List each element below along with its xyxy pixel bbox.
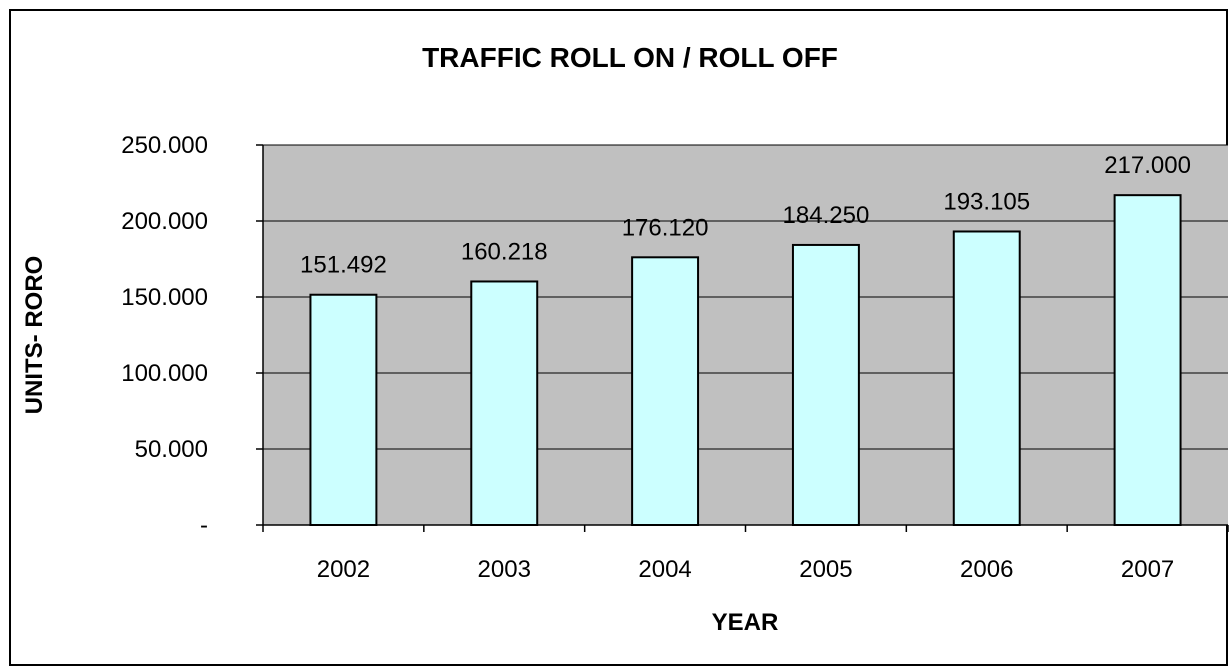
- bar-2002: [309, 293, 378, 526]
- bar-2005: [791, 243, 860, 526]
- data-label-2004: 176.120: [622, 214, 709, 241]
- x-tick-label-2007: 2007: [1121, 556, 1174, 583]
- x-tick-label-2003: 2003: [478, 556, 531, 583]
- bar-2007: [1113, 194, 1182, 526]
- data-label-2003: 160.218: [461, 238, 548, 265]
- data-label-2006: 193.105: [943, 188, 1030, 215]
- x-tick-label-2002: 2002: [317, 556, 370, 583]
- y-tick-label: 200.000: [121, 208, 208, 235]
- y-tick-label: -: [200, 512, 208, 539]
- x-tick-label-2004: 2004: [638, 556, 691, 583]
- plot-area: [263, 145, 1228, 525]
- y-axis-label: UNITS- RORO: [21, 256, 48, 415]
- y-tick-label: 50.000: [135, 436, 208, 463]
- chart-title: TRAFFIC ROLL ON / ROLL OFF: [422, 42, 838, 73]
- data-label-2007: 217.000: [1104, 152, 1191, 179]
- bar-2004: [631, 256, 700, 526]
- data-label-2002: 151.492: [300, 252, 387, 279]
- y-tick-label: 250.000: [121, 132, 208, 159]
- y-tick-label: 150.000: [121, 284, 208, 311]
- x-axis-label: YEAR: [712, 609, 779, 636]
- data-label-2005: 184.250: [783, 202, 870, 229]
- bar-2006: [952, 230, 1021, 526]
- y-tick-label: 100.000: [121, 360, 208, 387]
- bar-2003: [470, 280, 539, 526]
- x-tick-label-2005: 2005: [799, 556, 852, 583]
- x-tick-label-2006: 2006: [960, 556, 1013, 583]
